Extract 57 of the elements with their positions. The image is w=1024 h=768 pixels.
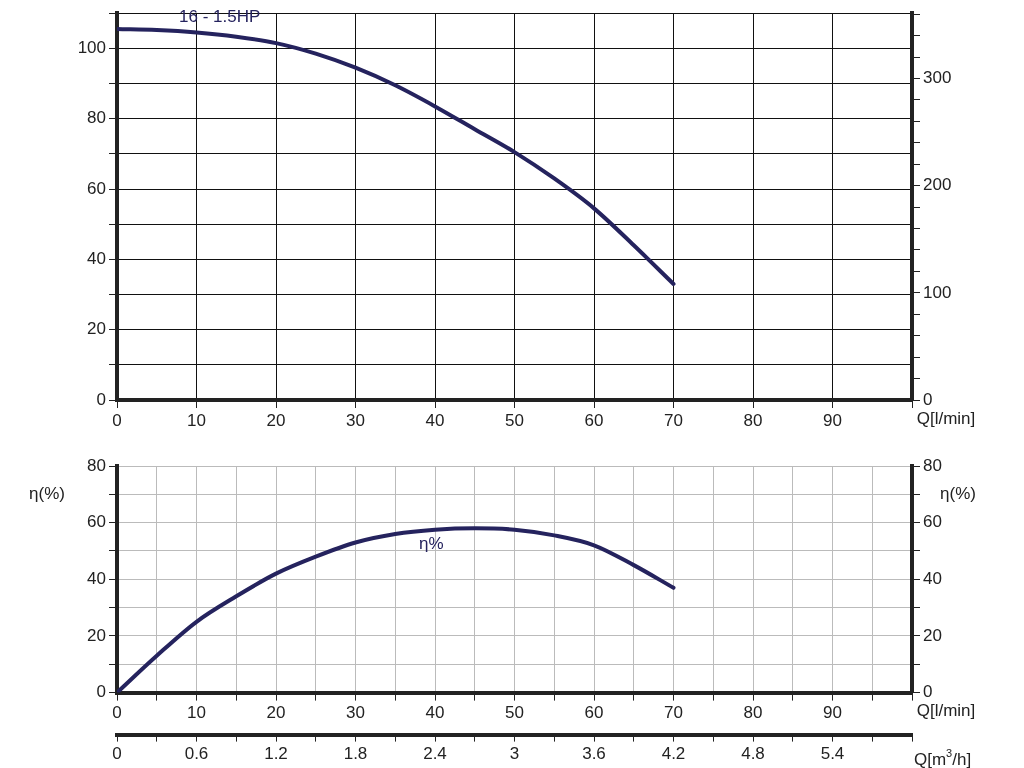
x2-tick-label: 3.6 [582,744,606,764]
y-axis-title: η(%) [29,484,65,504]
x-tick-label: 90 [823,410,842,430]
x2-tick-label: 2.4 [423,744,447,764]
x-tick-label: 10 [187,410,206,430]
y-tick-label: 0 [96,682,106,702]
y2-tick-label: 100 [923,282,952,302]
x2-tick-label: 4.8 [741,744,765,764]
x-tick-label: 70 [664,703,683,723]
x-tick-label: 80 [743,410,763,430]
y-tick-label: 80 [87,455,106,475]
y2-tick-label: 20 [923,625,942,645]
x-tick-label: 30 [346,410,365,430]
y2-tick-label: 60 [923,512,942,532]
y-tick-label: 40 [87,249,106,269]
x2-tick-label: 1.8 [343,744,368,764]
y-tick-label: 20 [87,319,106,339]
x-tick-label: 40 [425,410,445,430]
y-tick-label: 40 [87,568,106,588]
x-tick-label: 0 [112,703,122,723]
x-tick-label: 70 [664,410,683,430]
y-tick-label: 20 [87,625,106,645]
x-tick-label: 60 [584,410,604,430]
x2-tick-label: 0 [112,744,122,764]
y2-tick-label: 200 [923,175,952,195]
x-tick-label: 40 [425,703,445,723]
y2-axis-title: η(%) [940,484,976,504]
y-tick-label: 100 [77,38,106,58]
x-tick-label: 20 [266,410,286,430]
y2-tick-label: 300 [923,68,952,88]
x-tick-label: 90 [823,703,842,723]
x2-tick-label: 5.4 [820,744,845,764]
x-axis-title: Q[l/min] [916,408,976,428]
x2-tick-label: 4.2 [661,744,686,764]
x-tick-label: 0 [112,410,122,430]
x-tick-label: 20 [266,703,286,723]
y-tick-label: 60 [87,178,106,198]
y-tick-label: 0 [96,389,106,409]
x-tick-label: 10 [187,703,206,723]
x-tick-label: 60 [584,703,604,723]
x-axis-title: Q[l/min] [916,701,976,721]
x2-tick-label: 1.2 [264,744,288,764]
y2-tick-label: 80 [923,455,942,475]
y2-tick-label: 0 [923,389,933,409]
y-tick-label: 80 [87,108,106,128]
x-tick-label: 30 [346,703,365,723]
line-series [117,526,676,693]
y2-tick-label: 40 [923,568,942,588]
x-tick-label: 80 [743,703,763,723]
y-tick-label: 60 [87,512,106,532]
line-series [117,27,676,286]
x2-tick-label: 3 [509,744,520,764]
x2-tick-label: 0.6 [184,744,209,764]
y2-tick-label: 0 [923,682,933,702]
annotation: η% [419,534,444,554]
x-tick-label: 50 [505,703,524,723]
x-tick-label: 50 [505,410,524,430]
